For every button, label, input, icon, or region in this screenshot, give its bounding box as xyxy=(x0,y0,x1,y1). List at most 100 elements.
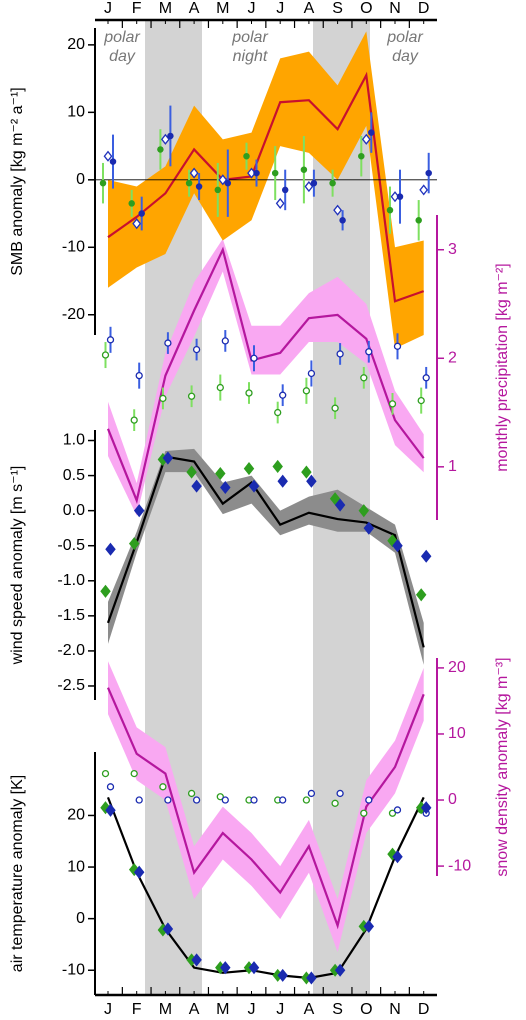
y-tick-label: 10 xyxy=(67,858,85,875)
x-tick-label: D xyxy=(418,1001,430,1018)
x-tick-label: J xyxy=(104,0,112,17)
data-point xyxy=(218,174,228,186)
y-tick-label: 0.5 xyxy=(63,467,85,484)
x-tick-label: J xyxy=(276,0,284,17)
data-point xyxy=(300,166,308,173)
data-point xyxy=(307,369,316,378)
x-tick-label: F xyxy=(132,0,142,17)
data-point xyxy=(368,129,375,136)
data-point xyxy=(185,179,193,187)
data-point xyxy=(392,850,403,864)
data-point xyxy=(331,799,339,807)
y-tick-label: 0 xyxy=(448,791,457,808)
data-point xyxy=(220,480,231,495)
data-point xyxy=(310,179,318,187)
x-tick-label: A xyxy=(304,0,315,17)
data-point xyxy=(128,200,135,207)
uncertainty-band xyxy=(108,238,424,516)
data-point xyxy=(164,796,172,804)
data-point xyxy=(363,521,375,535)
data-point xyxy=(106,336,115,344)
data-point xyxy=(420,549,432,563)
y-tick-label: 20 xyxy=(67,807,85,824)
x-tick-label: J xyxy=(104,1001,112,1018)
data-point xyxy=(306,474,317,488)
axis-title: monthly precipitation [kg m⁻²] xyxy=(494,263,511,472)
mean-line xyxy=(106,796,425,980)
axis-title: wind speed anomaly [m s⁻¹] xyxy=(9,466,26,666)
data-point xyxy=(388,400,397,408)
data-point xyxy=(365,796,373,804)
data-point xyxy=(135,371,143,380)
data-point xyxy=(277,474,288,488)
data-point xyxy=(214,186,222,194)
data-point xyxy=(250,796,258,804)
y-tick-label: 0.0 xyxy=(63,502,85,519)
data-point xyxy=(128,537,140,551)
data-point xyxy=(186,465,197,479)
data-point xyxy=(132,218,142,230)
x-tick-label: M xyxy=(216,1001,229,1018)
data-point xyxy=(396,193,404,200)
data-point xyxy=(187,392,196,400)
data-point xyxy=(334,963,346,977)
y-tick-label: -1.5 xyxy=(57,607,85,624)
data-point xyxy=(101,351,110,359)
data-point xyxy=(248,961,260,975)
y-tick-label: 1 xyxy=(448,458,457,475)
x-tick-label: M xyxy=(216,0,229,17)
data-point xyxy=(162,451,174,465)
data-point xyxy=(393,806,402,814)
data-point xyxy=(365,348,373,356)
y-tick-label: 2 xyxy=(448,349,457,366)
data-point xyxy=(363,919,375,933)
y-tick-label: 0 xyxy=(76,910,85,927)
data-point xyxy=(100,584,111,598)
data-point xyxy=(417,396,425,405)
data-point xyxy=(105,803,116,817)
x-tick-label: J xyxy=(276,1001,284,1018)
data-point xyxy=(271,169,279,177)
data-point xyxy=(157,146,164,153)
data-point xyxy=(307,789,316,798)
x-tick-label: O xyxy=(360,1001,372,1018)
y-tick-label: 10 xyxy=(67,104,85,121)
data-point xyxy=(191,953,202,967)
data-point xyxy=(277,968,288,982)
data-point xyxy=(187,789,196,798)
y-tick-label: -1.0 xyxy=(57,572,85,589)
x-tick-label: A xyxy=(304,1001,315,1018)
data-point xyxy=(360,809,368,817)
data-point xyxy=(220,961,231,975)
data-point xyxy=(272,459,283,474)
y-tick-label: -10 xyxy=(448,857,471,874)
axis-title: air temperature anomaly [K] xyxy=(9,775,26,972)
data-point xyxy=(164,339,172,347)
y-tick-label: 20 xyxy=(448,659,466,676)
data-point xyxy=(138,210,145,217)
axis-title: SMB anomaly [kg m⁻² a⁻¹] xyxy=(9,87,26,276)
data-point xyxy=(99,179,107,187)
y-tick-label: -2.0 xyxy=(57,642,85,659)
x-tick-label: S xyxy=(332,1001,343,1018)
data-point xyxy=(130,416,138,424)
data-point xyxy=(386,206,394,214)
data-point xyxy=(105,542,116,556)
data-point xyxy=(329,179,336,187)
data-point xyxy=(133,865,145,879)
data-point xyxy=(109,158,117,165)
data-point xyxy=(415,217,422,224)
data-point xyxy=(388,809,397,817)
data-point xyxy=(422,374,430,382)
data-point xyxy=(162,922,174,936)
x-tick-label: A xyxy=(189,1001,200,1018)
y-tick-label: 0 xyxy=(76,171,85,188)
data-point xyxy=(159,394,167,403)
annotation: polar night xyxy=(232,29,268,65)
data-point xyxy=(224,179,232,187)
x-tick-label: S xyxy=(332,0,343,17)
data-point xyxy=(302,796,311,804)
x-tick-label: A xyxy=(189,0,200,17)
data-point xyxy=(101,769,110,778)
